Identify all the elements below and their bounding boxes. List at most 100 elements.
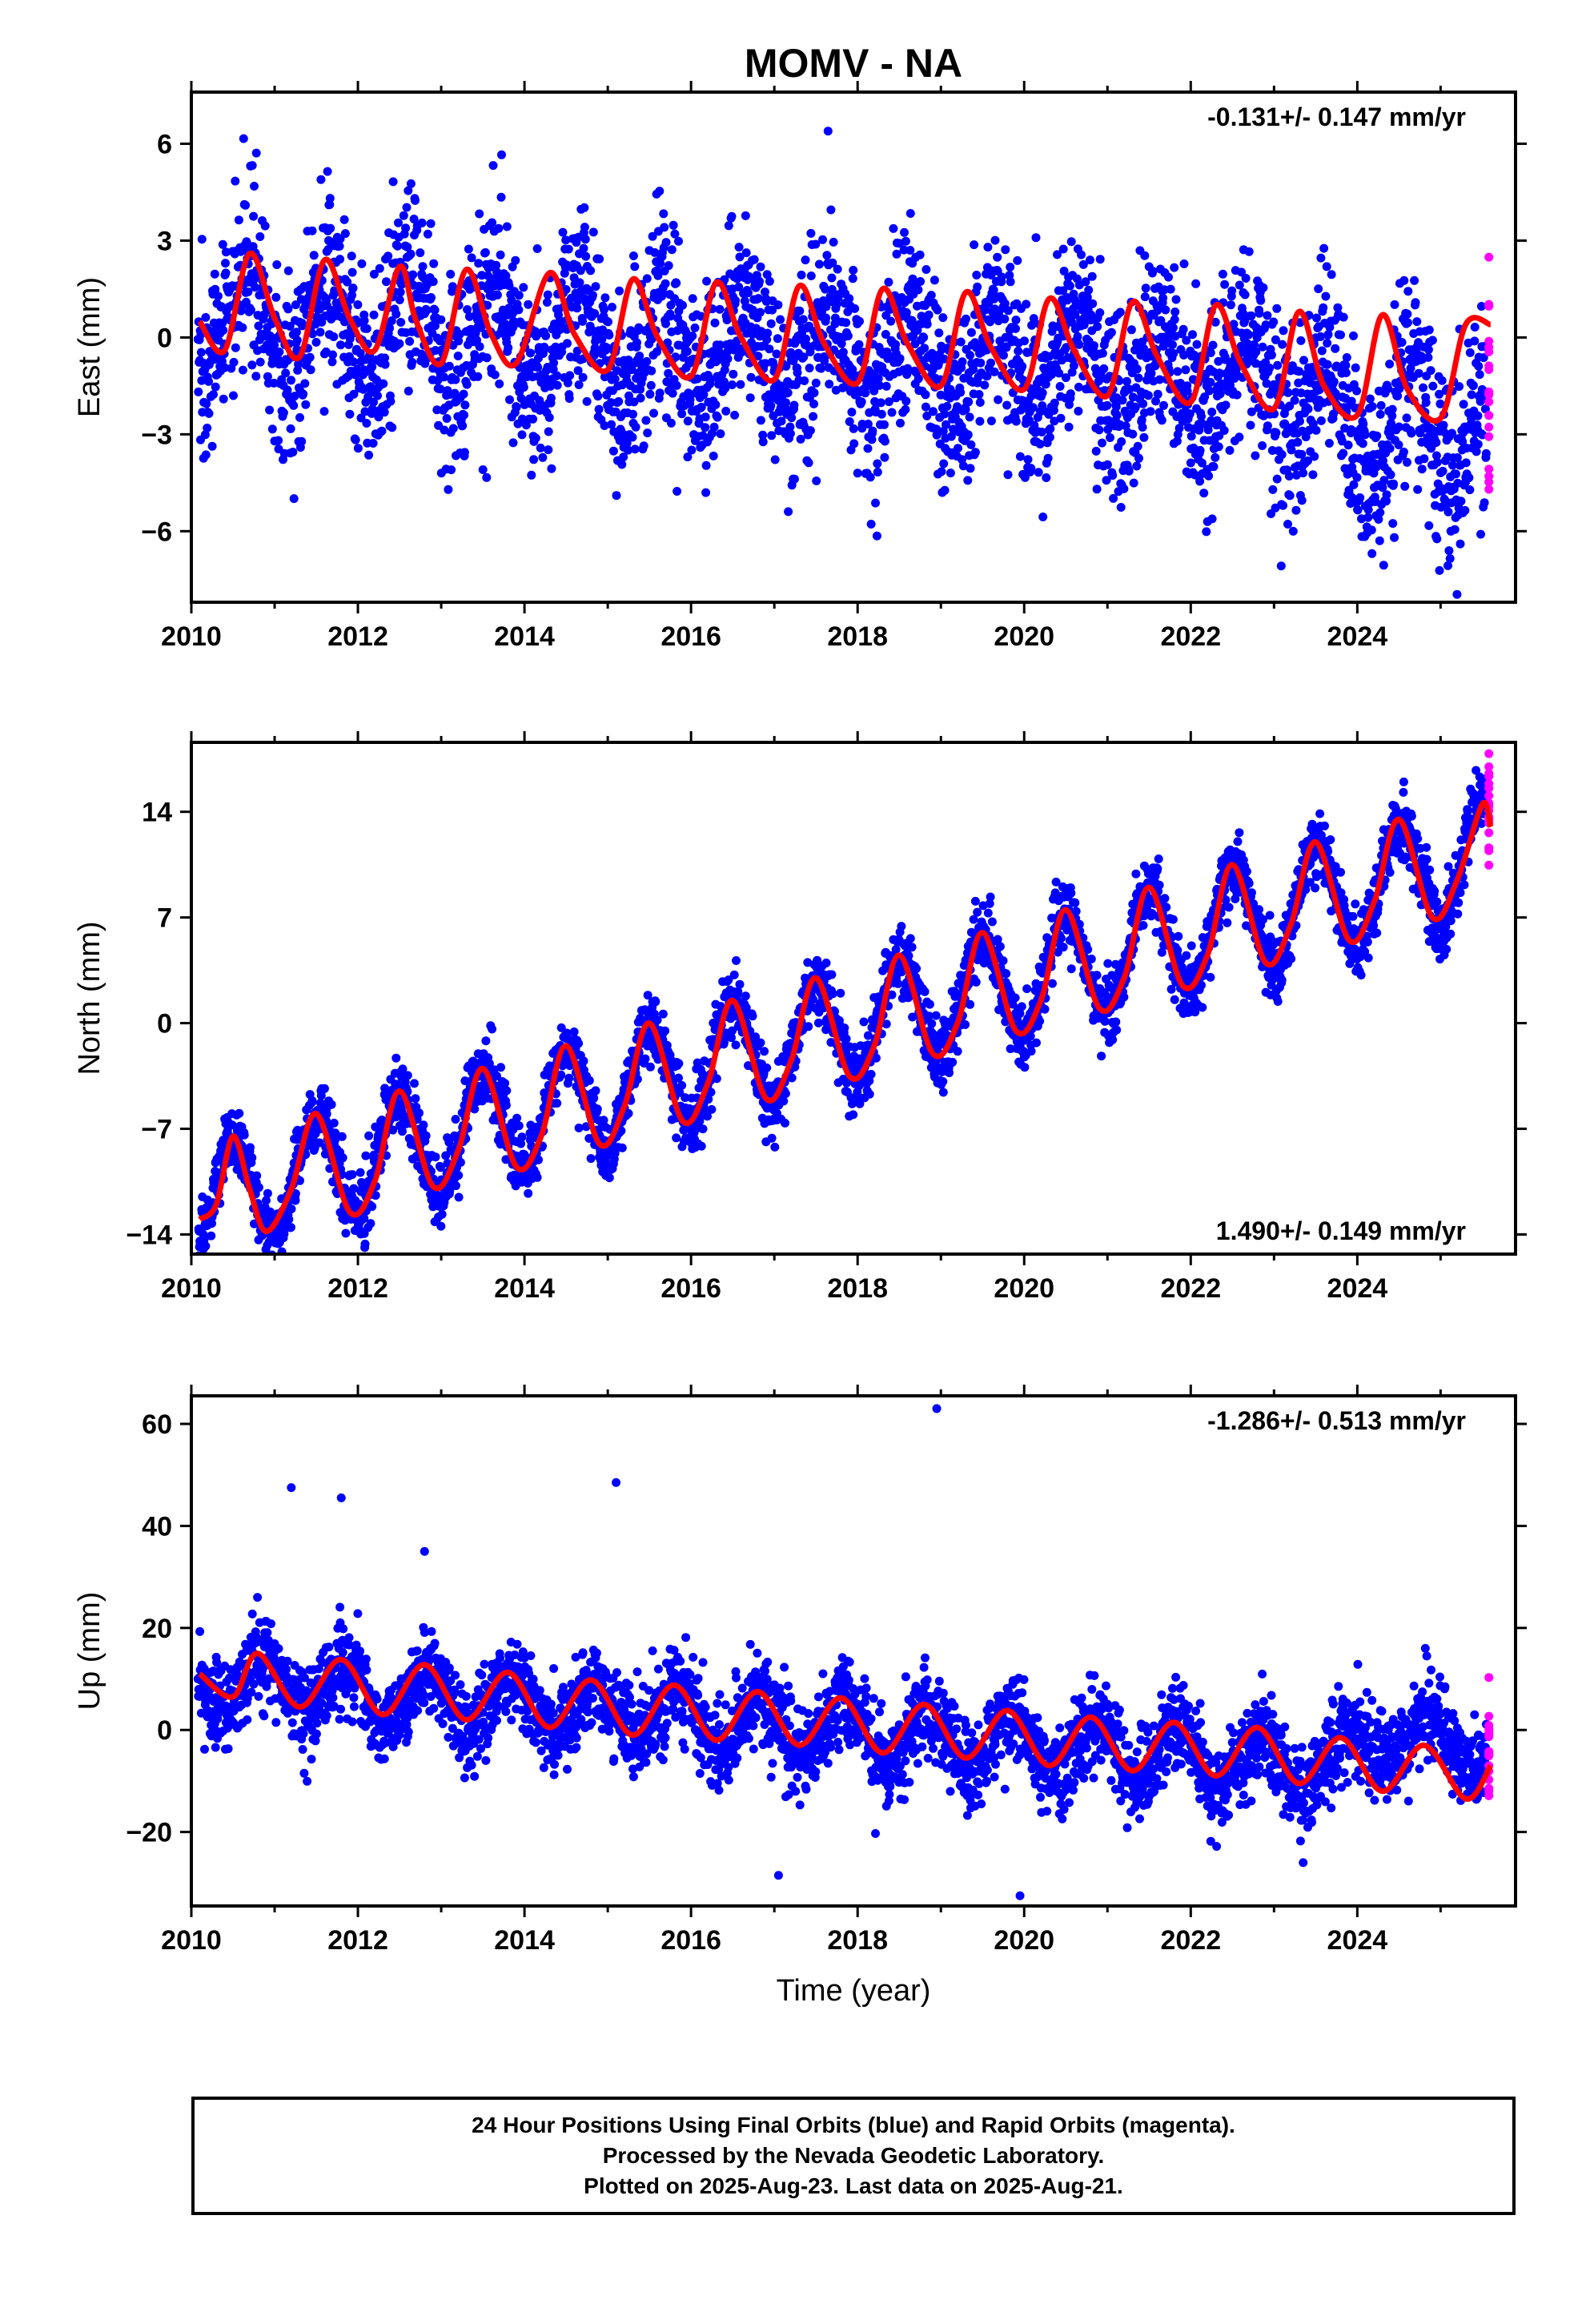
data-point — [1020, 336, 1029, 346]
data-point — [1050, 416, 1059, 426]
data-point — [900, 227, 909, 237]
data-point — [291, 1189, 300, 1198]
data-point — [916, 277, 926, 286]
data-point — [980, 380, 990, 390]
data-point — [235, 1108, 244, 1118]
data-point — [643, 428, 652, 438]
data-point — [1200, 392, 1210, 402]
data-point — [542, 298, 552, 307]
data-point — [1340, 424, 1350, 433]
data-point — [347, 251, 356, 261]
data-point — [1164, 272, 1173, 282]
rapid-point — [1484, 361, 1494, 371]
data-point — [1414, 368, 1423, 378]
data-point — [849, 424, 858, 433]
data-point — [197, 235, 207, 244]
data-point — [451, 375, 460, 384]
data-point — [688, 294, 697, 304]
data-point — [411, 195, 420, 205]
data-point — [1411, 298, 1420, 308]
data-point — [683, 416, 693, 426]
data-point — [1342, 353, 1351, 362]
data-point — [1185, 409, 1195, 419]
y-tick-label: 0 — [157, 323, 172, 353]
data-point — [520, 400, 529, 409]
data-point — [292, 336, 302, 345]
data-point — [1211, 452, 1220, 462]
data-point — [1413, 485, 1423, 494]
data-point — [402, 203, 412, 212]
data-point — [500, 1079, 510, 1088]
data-point — [355, 1168, 365, 1177]
data-point — [1268, 485, 1278, 494]
data-point — [558, 227, 568, 237]
data-point — [1472, 447, 1481, 456]
data-point — [1166, 284, 1175, 294]
data-point — [431, 321, 440, 331]
data-point — [352, 364, 362, 374]
data-point — [901, 236, 910, 246]
data-point — [729, 369, 738, 379]
data-point — [1461, 458, 1471, 468]
data-point — [962, 314, 970, 324]
data-point — [589, 1093, 599, 1103]
data-point — [1265, 364, 1275, 372]
data-point — [388, 1125, 398, 1135]
data-point — [1059, 267, 1069, 275]
data-point — [1399, 275, 1409, 285]
data-point — [761, 287, 769, 297]
data-point — [1387, 404, 1397, 414]
data-point — [983, 243, 993, 252]
data-point — [1456, 539, 1465, 549]
data-point — [1376, 400, 1386, 410]
rapid-point — [1484, 387, 1494, 396]
data-point — [1106, 433, 1114, 442]
data-point — [1438, 466, 1447, 476]
data-point — [640, 1054, 650, 1063]
x-tick-label: 2014 — [494, 621, 555, 652]
data-point — [1138, 423, 1147, 432]
data-point — [341, 1228, 351, 1238]
data-point — [715, 304, 725, 314]
data-point — [1054, 368, 1064, 378]
data-point — [649, 408, 658, 418]
data-point — [1141, 283, 1150, 293]
data-point — [427, 293, 436, 302]
data-point — [1015, 452, 1025, 461]
data-point — [1316, 332, 1325, 341]
data-point — [730, 410, 740, 420]
data-point — [1447, 460, 1457, 470]
data-point — [200, 430, 210, 440]
data-point — [409, 215, 419, 223]
data-point — [685, 395, 695, 404]
data-point — [1399, 447, 1408, 456]
data-point — [781, 361, 791, 371]
data-point — [263, 1257, 271, 1266]
data-point — [827, 284, 837, 294]
data-point — [972, 271, 982, 279]
data-point — [361, 1151, 371, 1160]
data-point — [349, 1184, 359, 1193]
data-point — [939, 354, 949, 364]
data-point — [464, 244, 473, 254]
data-point — [901, 396, 911, 406]
data-point — [279, 408, 288, 417]
data-point — [677, 1080, 687, 1090]
data-point — [475, 342, 484, 352]
data-point — [855, 316, 864, 326]
data-point — [371, 1191, 380, 1200]
data-point — [880, 436, 889, 446]
data-point — [1237, 267, 1247, 277]
data-point — [761, 359, 770, 368]
data-point — [674, 1059, 684, 1068]
data-point — [940, 409, 950, 419]
data-point — [1205, 386, 1214, 396]
data-point — [604, 331, 614, 340]
data-point — [431, 1152, 440, 1162]
data-point — [741, 211, 750, 220]
data-point — [1283, 388, 1293, 397]
data-point — [323, 167, 332, 176]
data-point — [404, 186, 413, 195]
data-point — [734, 243, 744, 252]
x-tick-label: 2020 — [994, 621, 1054, 652]
